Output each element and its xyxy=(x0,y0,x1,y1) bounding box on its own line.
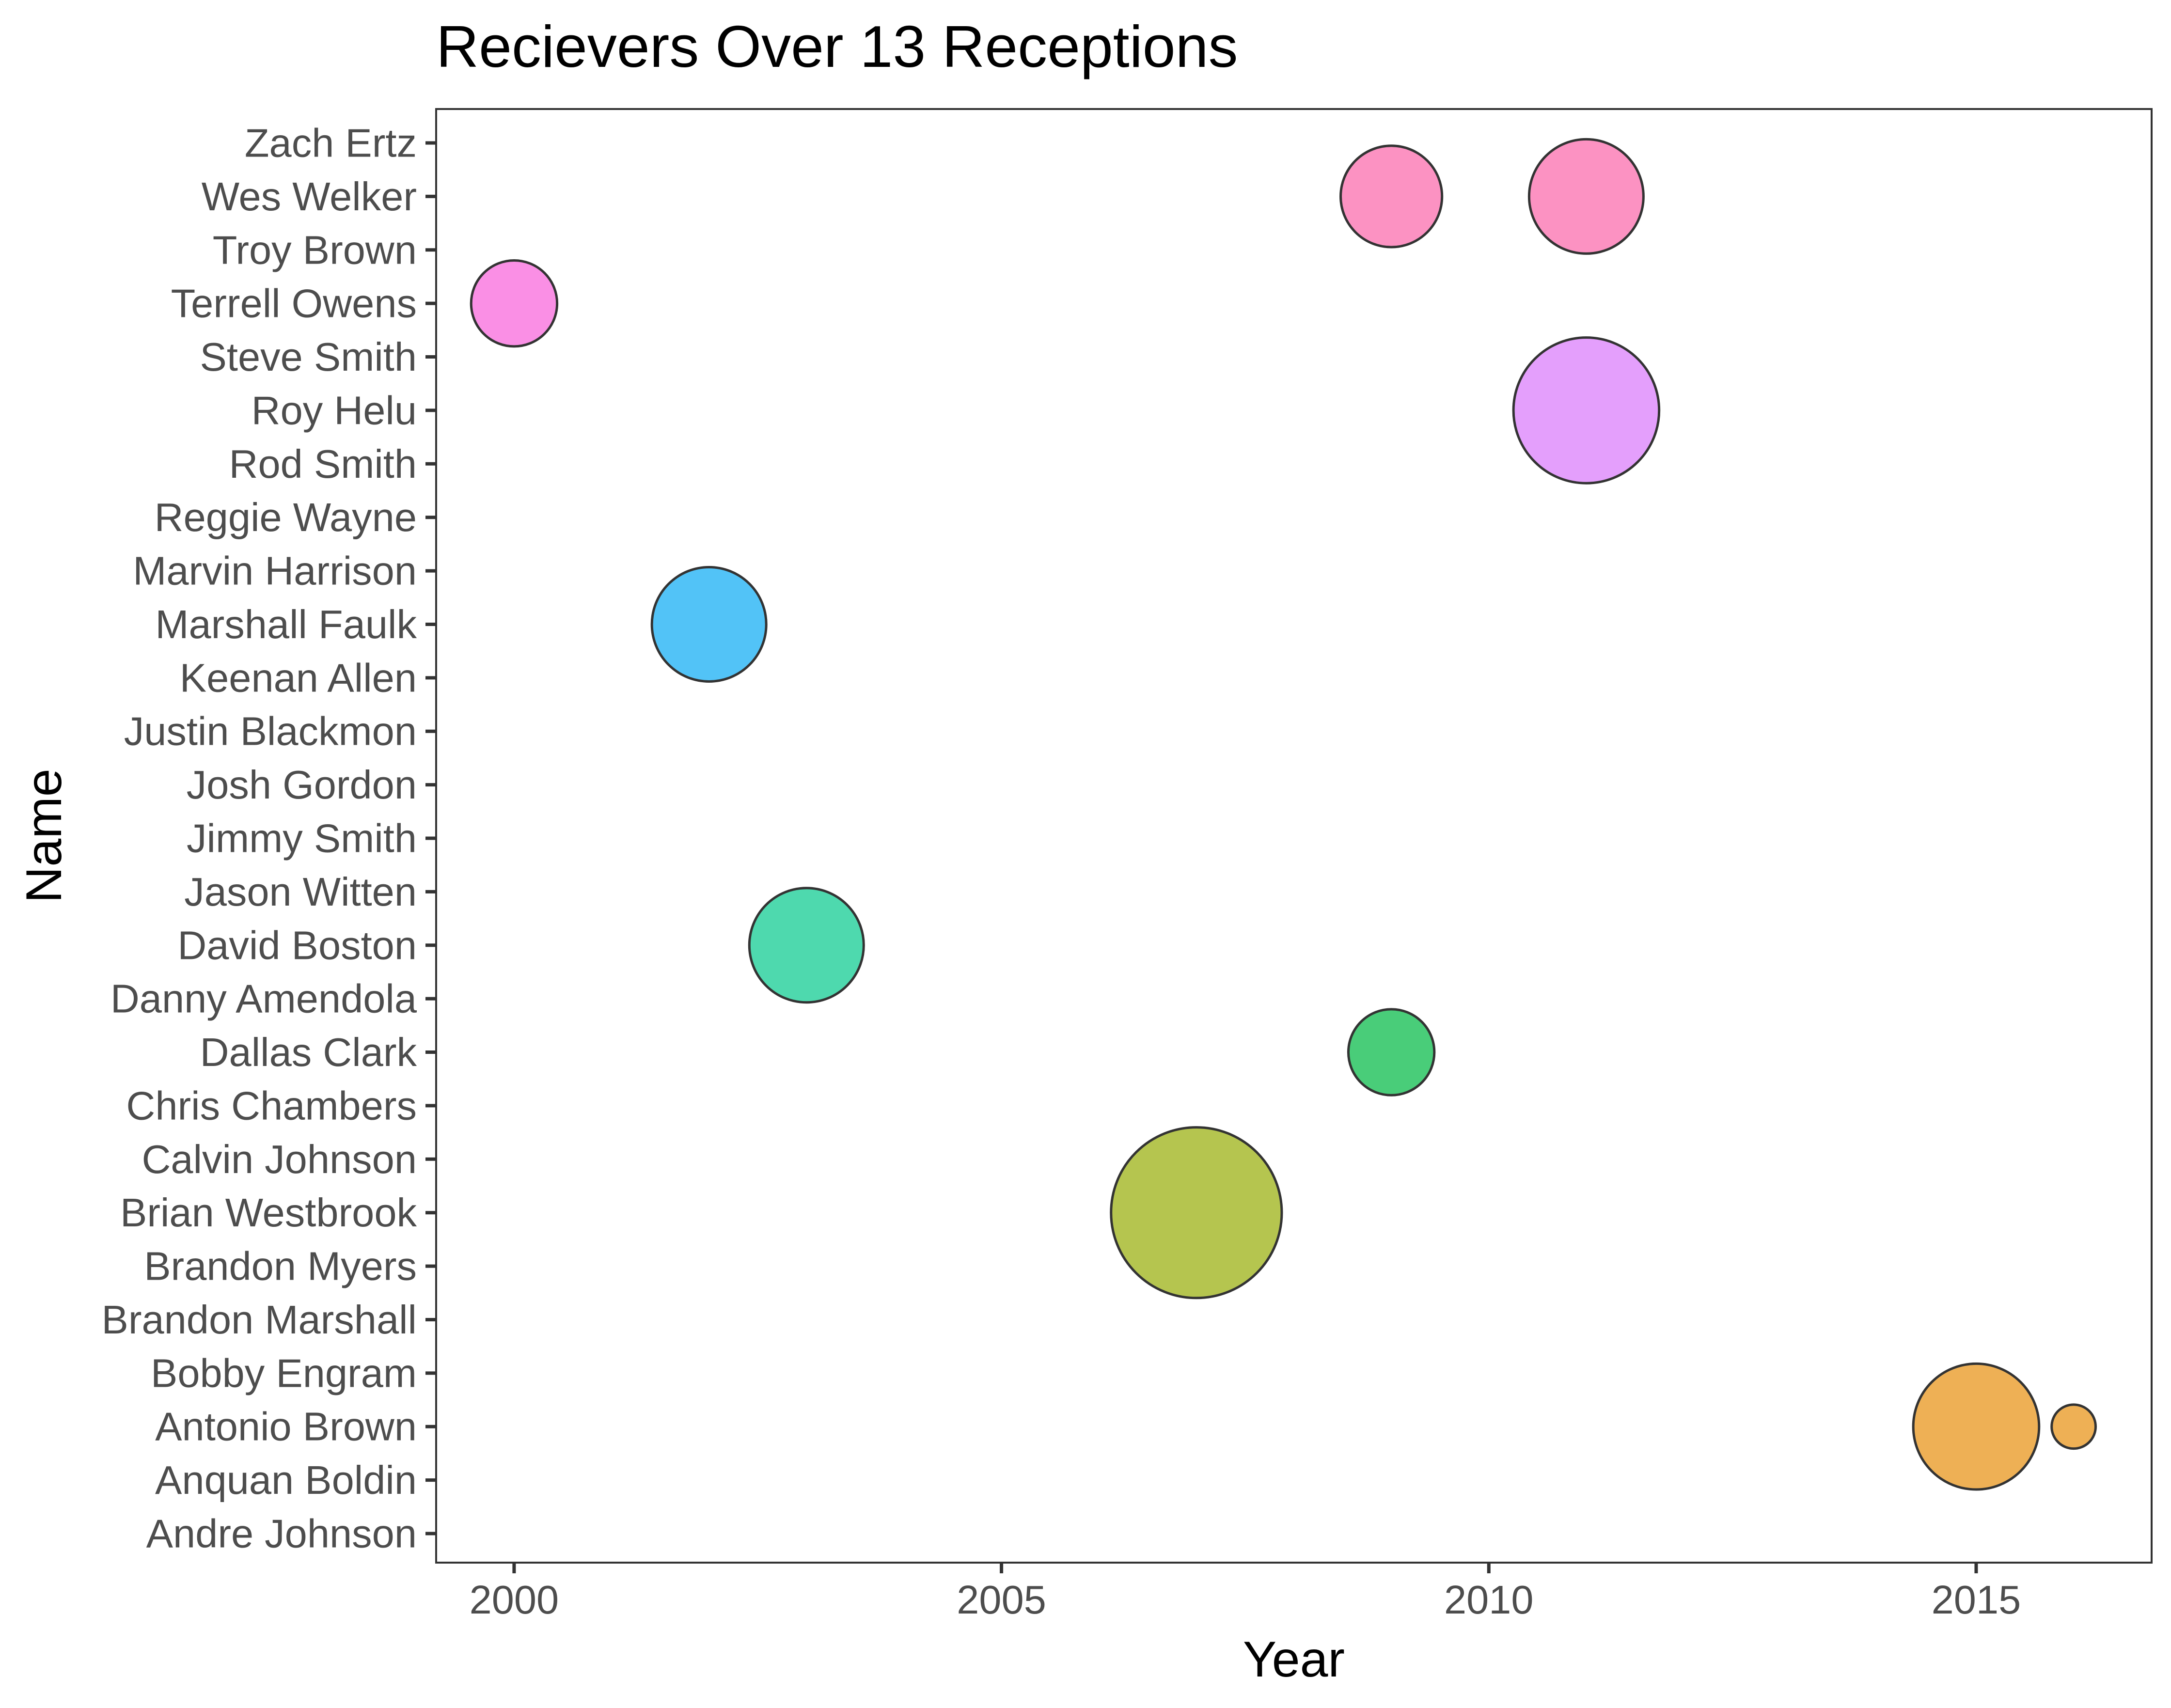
data-point xyxy=(2050,1403,2097,1450)
y-tick-label: Brian Westbrook xyxy=(120,1190,417,1235)
y-tick-label: Reggie Wayne xyxy=(155,495,417,540)
y-tick-label: Andre Johnson xyxy=(146,1511,417,1556)
y-tick-label: Chris Chambers xyxy=(126,1083,417,1128)
data-points xyxy=(470,138,2097,1491)
y-tick-label: Bobby Engram xyxy=(151,1350,417,1395)
y-tick-label: Marvin Harrison xyxy=(133,548,417,594)
y-tick-label: Roy Helu xyxy=(252,388,417,433)
x-axis: 2000 2005 2010 2015 xyxy=(470,1563,2021,1622)
data-point xyxy=(1339,144,1444,249)
chart-title: Recievers Over 13 Receptions xyxy=(436,14,1238,79)
y-tick-label: Dallas Clark xyxy=(200,1030,417,1075)
y-tick-label: Brandon Myers xyxy=(144,1244,417,1289)
y-tick-label: David Boston xyxy=(177,923,417,968)
y-axis-title: Name xyxy=(16,768,72,903)
y-tick-label: Calvin Johnson xyxy=(142,1137,417,1182)
x-tick-label: 2010 xyxy=(1444,1577,1534,1622)
y-tick-label: Steve Smith xyxy=(200,334,417,379)
y-tick-label: Zach Ertz xyxy=(245,121,417,166)
y-tick-label: Rod Smith xyxy=(229,441,417,486)
y-tick-label: Josh Gordon xyxy=(187,762,417,807)
data-point xyxy=(1527,138,1645,255)
y-tick-label: Troy Brown xyxy=(213,227,417,272)
y-tick-label: Keenan Allen xyxy=(180,655,417,700)
y-tick-label: Justin Blackmon xyxy=(124,709,417,754)
y-tick-label: Jimmy Smith xyxy=(187,816,417,861)
x-tick-label: 2000 xyxy=(470,1577,559,1622)
data-point xyxy=(470,259,559,348)
y-tick-label: Brandon Marshall xyxy=(101,1297,417,1342)
x-tick-label: 2005 xyxy=(957,1577,1046,1622)
x-axis-title: Year xyxy=(1243,1631,1345,1688)
y-axis: Andre Johnson Anquan Boldin Antonio Brown B… xyxy=(101,121,436,1556)
data-point xyxy=(1512,336,1661,485)
data-point xyxy=(1347,1008,1436,1097)
data-point xyxy=(748,887,865,1004)
y-tick-label: Anquan Boldin xyxy=(155,1457,417,1503)
y-tick-label: Jason Witten xyxy=(184,869,417,914)
y-tick-label: Terrell Owens xyxy=(171,281,417,326)
data-point xyxy=(1110,1126,1283,1300)
x-tick-label: 2015 xyxy=(1932,1577,2021,1622)
y-tick-label: Wes Welker xyxy=(202,174,417,219)
data-point xyxy=(1912,1362,2041,1491)
y-tick-label: Danny Amendola xyxy=(110,976,417,1021)
y-tick-label: Antonio Brown xyxy=(155,1404,417,1449)
plot-panel xyxy=(435,108,2153,1564)
y-tick-label: Marshall Faulk xyxy=(155,602,417,647)
data-point xyxy=(650,565,768,683)
